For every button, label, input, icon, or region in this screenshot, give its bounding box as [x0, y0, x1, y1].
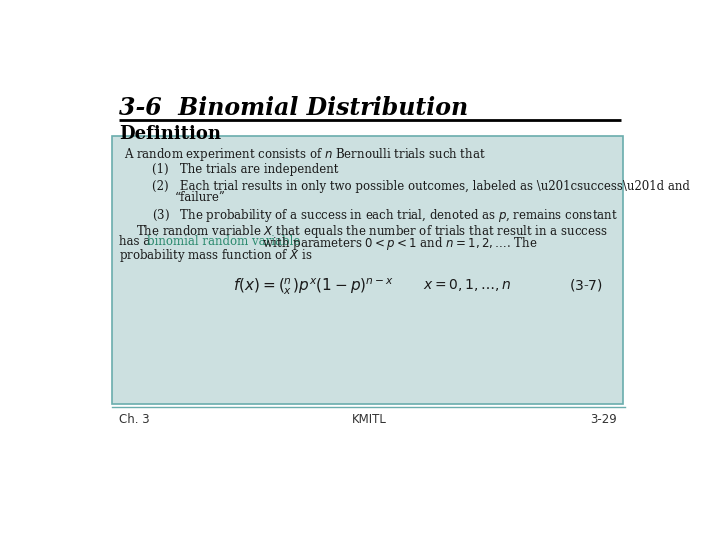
Text: The random variable $X$ that equals the number of trials that result in a succes: The random variable $X$ that equals the …	[137, 224, 608, 240]
FancyBboxPatch shape	[112, 136, 624, 403]
Text: (3)   The probability of a success in each trial, denoted as $p$, remains consta: (3) The probability of a success in each…	[152, 207, 618, 224]
Text: 3-29: 3-29	[590, 413, 617, 426]
Text: $(3$-$7)$: $(3$-$7)$	[569, 276, 603, 293]
Text: has a: has a	[120, 235, 155, 248]
Text: binomial random variable: binomial random variable	[148, 235, 301, 248]
Text: $f(x) = \binom{n}{x} p^x (1-p)^{n-x}$: $f(x) = \binom{n}{x} p^x (1-p)^{n-x}$	[233, 276, 395, 298]
Text: “failure”: “failure”	[175, 191, 226, 204]
Text: $x = 0, 1, \ldots, n$: $x = 0, 1, \ldots, n$	[423, 276, 512, 293]
Text: with parameters $0 < p < 1$ and $n = 1, 2, \ldots$. The: with parameters $0 < p < 1$ and $n = 1, …	[259, 235, 538, 252]
Text: probability mass function of $X$ is: probability mass function of $X$ is	[120, 247, 313, 264]
Text: Definition: Definition	[120, 125, 222, 143]
Text: (1)   The trials are independent: (1) The trials are independent	[152, 164, 338, 177]
Text: 3-6  Binomial Distribution: 3-6 Binomial Distribution	[120, 96, 469, 119]
Text: A random experiment consists of $n$ Bernoulli trials such that: A random experiment consists of $n$ Bern…	[124, 146, 486, 164]
Text: Ch. 3: Ch. 3	[120, 413, 150, 426]
Text: KMITL: KMITL	[351, 413, 387, 426]
Text: (2)   Each trial results in only two possible outcomes, labeled as \u201csuccess: (2) Each trial results in only two possi…	[152, 179, 690, 193]
